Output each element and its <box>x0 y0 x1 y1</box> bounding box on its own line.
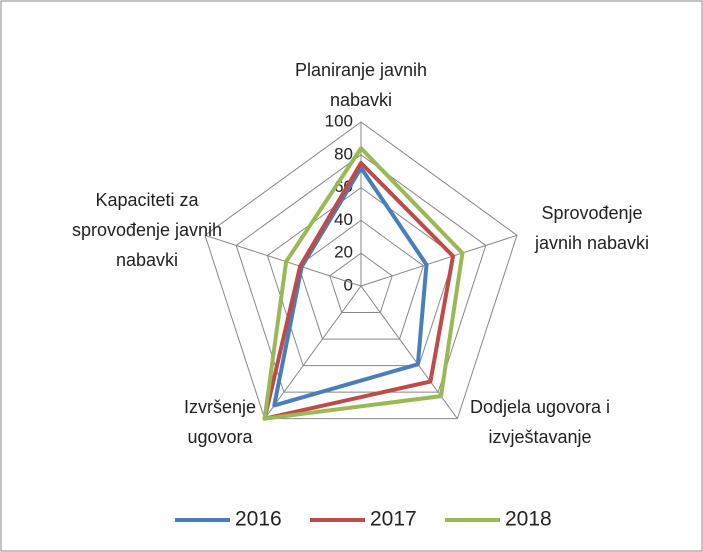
grid-ring <box>329 252 393 314</box>
series-line <box>262 161 456 421</box>
legend-label: 2016 <box>235 508 282 531</box>
grid-ring <box>204 121 518 420</box>
category-label: Izvršenje ugovora <box>183 397 257 447</box>
r-tick-label: 40 <box>334 210 353 229</box>
category-label: Kapaciteti za sprovođenje javnih nabavki <box>71 190 223 270</box>
spoke <box>264 285 362 419</box>
category-label: Planiranje javnih nabavki <box>294 60 428 110</box>
spoke <box>204 234 362 287</box>
r-tick-label: 80 <box>334 144 353 163</box>
grid-ring <box>235 154 487 393</box>
r-tick-label: 0 <box>344 275 353 294</box>
legend-label: 2018 <box>505 508 552 531</box>
legend-label: 2017 <box>370 508 417 531</box>
series-line <box>262 146 465 421</box>
r-tick-label: 20 <box>334 243 353 262</box>
r-tick-label: 100 <box>325 111 353 130</box>
category-label: Dodjela ugovora i izvještavanje <box>469 397 611 447</box>
spoke <box>360 234 518 287</box>
category-label: Sprovođenje javnih nabavki <box>534 203 650 253</box>
